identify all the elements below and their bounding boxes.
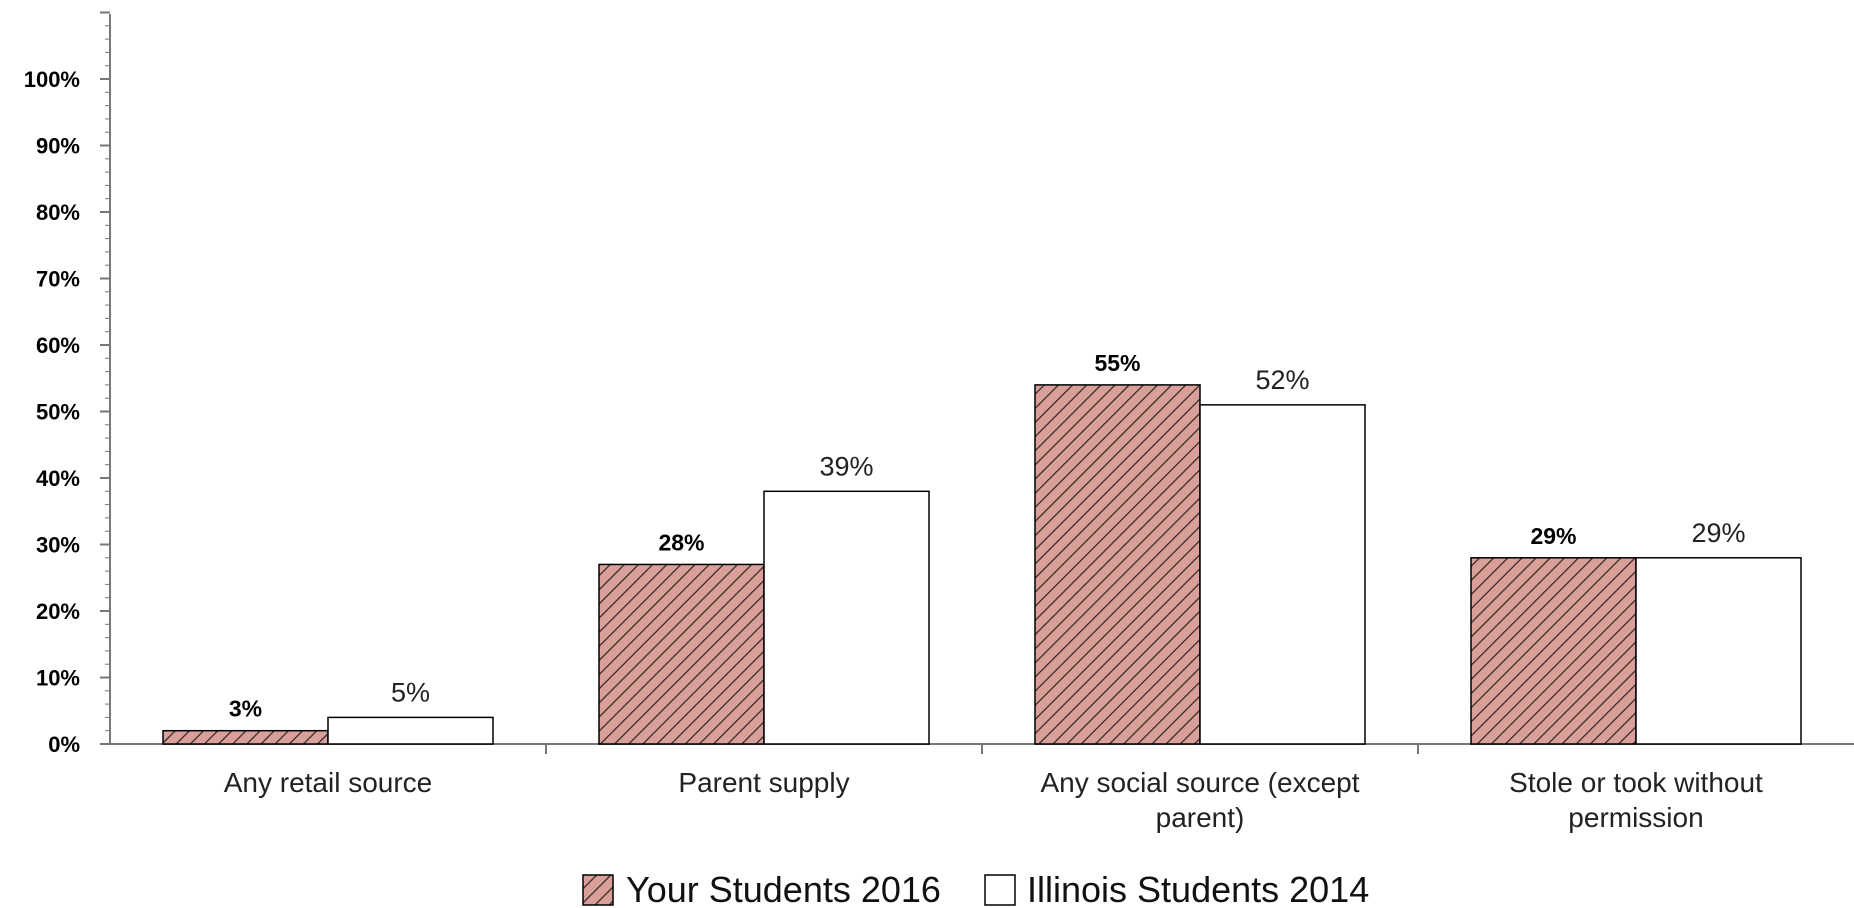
bar-your-students-2016	[162, 729, 329, 745]
legend-label: Illinois Students 2014	[1027, 869, 1369, 908]
data-label: 52%	[1255, 365, 1309, 395]
x-category-label: Stole or took without	[1509, 767, 1763, 798]
bar-your-students-2016	[1470, 557, 1637, 745]
bar-your-students-2016	[598, 563, 765, 745]
y-tick-label: 100%	[24, 67, 80, 92]
data-label: 5%	[391, 677, 430, 707]
data-label: 55%	[1094, 350, 1140, 376]
x-category-label: Any retail source	[224, 767, 433, 798]
y-tick-label: 70%	[36, 267, 80, 292]
data-label: 3%	[229, 696, 262, 722]
x-category-label: Any social source (except	[1040, 767, 1359, 798]
data-label: 29%	[1530, 523, 1576, 549]
y-tick-label: 90%	[36, 134, 80, 159]
legend-swatch	[984, 874, 1016, 906]
y-tick-label: 40%	[36, 466, 80, 491]
bar-your-students-2016	[1034, 384, 1201, 745]
legend-label: Your Students 2016	[626, 869, 941, 908]
y-tick-label: 30%	[36, 533, 80, 558]
data-label: 39%	[819, 451, 873, 481]
bar-illinois-students-2014	[327, 716, 494, 745]
y-tick-label: 20%	[36, 599, 80, 624]
bar-illinois-students-2014	[1635, 557, 1802, 745]
y-tick-label: 80%	[36, 200, 80, 225]
x-category-label: Parent supply	[678, 767, 849, 798]
bar-illinois-students-2014	[763, 490, 930, 745]
y-tick-label: 0%	[48, 732, 80, 757]
x-category-label: permission	[1568, 802, 1703, 833]
y-tick-label: 60%	[36, 333, 80, 358]
data-label: 29%	[1691, 518, 1745, 548]
legend-swatch	[582, 874, 614, 906]
data-label: 28%	[658, 529, 704, 555]
x-category-label: parent)	[1156, 802, 1245, 833]
y-tick-label: 10%	[36, 666, 80, 691]
bar-illinois-students-2014	[1199, 404, 1366, 745]
y-tick-label: 50%	[36, 400, 80, 425]
